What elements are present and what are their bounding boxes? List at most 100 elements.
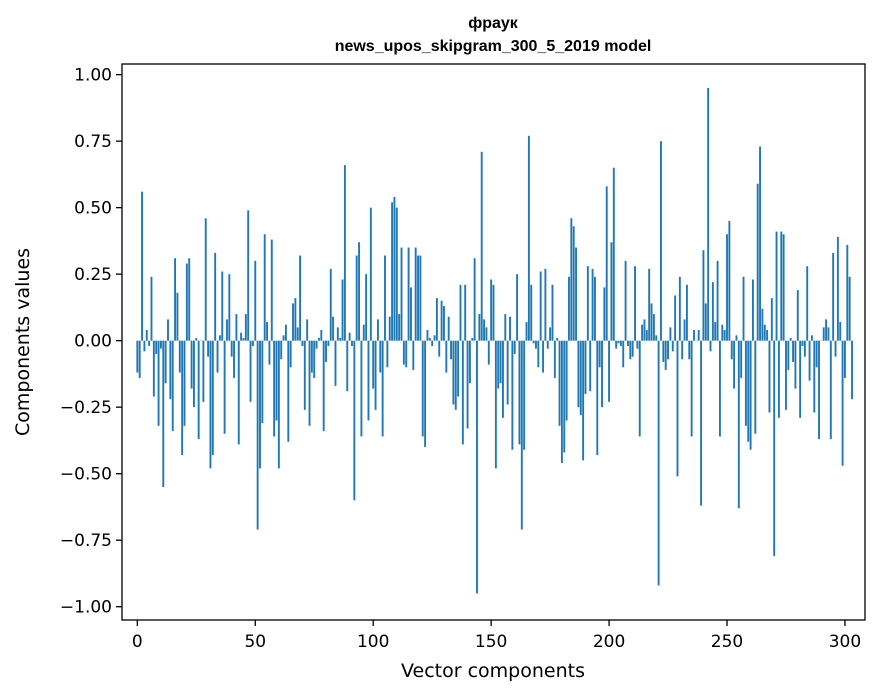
bar-component-125 — [431, 340, 434, 346]
bar-component-219 — [652, 314, 655, 341]
bar-component-152 — [494, 340, 497, 469]
bar-component-106 — [386, 340, 389, 368]
bar-component-236 — [693, 330, 695, 341]
bar-component-141 — [468, 340, 471, 384]
bar-component-160 — [513, 340, 516, 354]
bar-component-300 — [844, 340, 846, 378]
bar-component-121 — [421, 340, 424, 437]
bar-component-187 — [577, 340, 580, 408]
bar-component-213 — [638, 340, 641, 437]
bar-component-156 — [504, 314, 507, 341]
bar-component-209 — [629, 340, 632, 360]
bar-component-64 — [287, 340, 290, 442]
bar-component-291 — [822, 327, 825, 341]
x-tick-label: 100 — [357, 632, 389, 652]
bar-component-198 — [603, 287, 606, 341]
bar-component-270 — [773, 340, 776, 557]
bar-component-138 — [461, 340, 464, 445]
bar-component-61 — [280, 340, 283, 360]
bar-component-39 — [228, 274, 231, 341]
bar-component-35 — [218, 335, 221, 341]
bar-component-147 — [483, 319, 486, 341]
bar-component-28 — [202, 340, 205, 402]
bar-component-194 — [593, 276, 596, 341]
bar-component-19 — [181, 340, 184, 456]
bar-component-32 — [211, 340, 214, 456]
bar-component-70 — [301, 340, 304, 346]
bar-component-150 — [490, 279, 493, 341]
bar-component-46 — [244, 314, 247, 341]
bar-component-132 — [447, 316, 450, 341]
bar-component-110 — [395, 207, 398, 341]
bar-component-112 — [400, 247, 403, 341]
bar-component-295 — [832, 252, 835, 341]
bar-component-161 — [516, 274, 519, 341]
bar-component-224 — [664, 340, 667, 370]
bar-component-157 — [506, 340, 509, 405]
bar-component-184 — [570, 218, 573, 341]
bar-component-262 — [754, 340, 757, 434]
bar-component-252 — [730, 340, 733, 360]
bar-component-163 — [520, 340, 523, 530]
bar-component-102 — [376, 319, 379, 341]
bar-component-149 — [487, 340, 490, 365]
bar-component-47 — [247, 210, 250, 341]
bar-component-92 — [353, 340, 356, 501]
chart-title-line2: news_upos_skipgram_300_5_2019 model — [335, 38, 652, 55]
bar-component-42 — [235, 314, 238, 341]
bar-component-175 — [549, 327, 552, 341]
bar-component-34 — [216, 340, 219, 373]
bar-component-75 — [313, 340, 316, 378]
bar-component-69 — [299, 255, 302, 341]
bar-component-78 — [320, 330, 323, 341]
bar-component-218 — [650, 303, 653, 341]
bar-component-98 — [367, 340, 370, 421]
bar-component-281 — [799, 340, 802, 418]
chart-title-line1: фраук — [468, 15, 519, 32]
x-tick-label: 0 — [132, 632, 143, 652]
bar-component-303 — [851, 340, 853, 400]
bar-component-56 — [268, 340, 271, 365]
bar-component-11 — [162, 340, 165, 487]
bar-component-131 — [445, 340, 448, 373]
bar-component-60 — [277, 340, 280, 469]
bar-component-82 — [329, 268, 332, 341]
bar-component-63 — [284, 324, 287, 341]
bar-component-129 — [440, 300, 443, 341]
bar-component-168 — [532, 340, 535, 344]
bar-component-226 — [669, 327, 672, 341]
bar-component-40 — [230, 340, 233, 357]
bar-component-275 — [785, 340, 787, 410]
bar-component-247 — [718, 340, 721, 437]
bar-component-167 — [530, 284, 533, 341]
bar-component-173 — [544, 268, 547, 341]
bar-component-88 — [343, 165, 346, 341]
bar-component-117 — [412, 340, 415, 370]
bar-component-271 — [775, 231, 778, 341]
bar-component-296 — [834, 340, 837, 357]
bar-component-104 — [381, 340, 384, 437]
bar-component-250 — [726, 234, 728, 341]
bar-component-15 — [171, 340, 174, 432]
bar-component-232 — [683, 319, 686, 341]
bar-component-215 — [643, 319, 646, 341]
bar-component-5 — [148, 340, 151, 346]
bar-component-171 — [539, 271, 542, 341]
bar-component-234 — [688, 340, 691, 360]
bar-component-93 — [355, 255, 358, 341]
bar-component-233 — [685, 284, 688, 341]
bar-component-31 — [209, 340, 212, 469]
bar-component-178 — [556, 338, 559, 341]
bar-component-183 — [568, 276, 570, 341]
bar-component-100 — [372, 340, 375, 389]
bar-component-166 — [527, 135, 530, 341]
y-tick-label: 0.50 — [74, 199, 112, 219]
bar-component-130 — [443, 306, 445, 341]
bar-component-268 — [768, 340, 771, 413]
bar-component-249 — [723, 330, 726, 341]
bar-component-192 — [589, 340, 592, 392]
bar-component-185 — [572, 226, 575, 341]
bar-component-116 — [410, 287, 412, 341]
bar-component-188 — [579, 340, 582, 416]
bar-component-244 — [711, 282, 714, 341]
